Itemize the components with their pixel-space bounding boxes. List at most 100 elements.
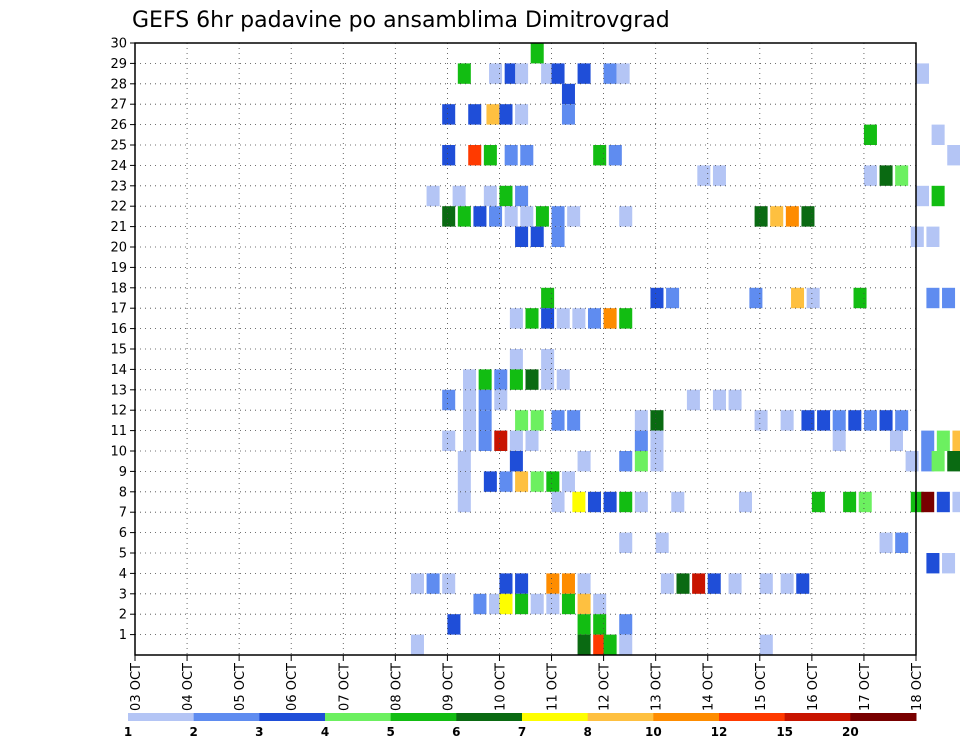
heatmap-cell [587, 308, 601, 329]
y-tick-label: 25 [110, 139, 127, 154]
heatmap-cell [442, 104, 456, 125]
colorbar-label: 15 [776, 725, 793, 739]
colorbar: 1 2 3 4 5 6 7 8 10 12 15 20 [124, 713, 917, 739]
y-tick-label: 29 [110, 57, 127, 72]
heatmap-cell [728, 573, 742, 594]
heatmap-cell [780, 573, 794, 594]
y-tick-label: 5 [119, 547, 127, 562]
heatmap-cell [494, 430, 508, 451]
heatmap-cell [520, 145, 534, 166]
heatmap-cell [442, 206, 456, 227]
heatmap-cell [895, 532, 909, 553]
heatmap-cell [509, 308, 523, 329]
heatmap-cell [457, 206, 471, 227]
colorbar-swatch [456, 713, 523, 721]
heatmap-cell [650, 410, 664, 431]
heatmap-cell [806, 287, 820, 309]
heatmap-cell [572, 308, 586, 329]
y-tick-label: 3 [119, 587, 127, 602]
colorbar-swatch [259, 713, 326, 721]
heatmap-cell [593, 145, 607, 166]
heatmap-cell [608, 145, 622, 166]
y-tick-label: 10 [110, 445, 127, 460]
x-tick-label: 12 OCT [598, 663, 613, 711]
heatmap-cell [515, 410, 529, 431]
heatmap-cell [504, 63, 518, 84]
heatmap-cell [910, 491, 924, 513]
y-tick-label: 11 [110, 424, 127, 439]
heatmap-cell [801, 410, 815, 431]
heatmap-cell [515, 573, 529, 594]
y-tick-label: 14 [110, 363, 127, 378]
x-tick-label: 10 OCT [493, 663, 508, 711]
y-tick-label: 7 [119, 506, 127, 521]
heatmap-cell [817, 410, 831, 431]
heatmap-cell [931, 124, 945, 145]
heatmap-cell [520, 206, 534, 227]
heatmap-cell [921, 430, 935, 451]
x-tick-label: 15 OCT [754, 663, 769, 711]
y-axis: 1234567891011121314151617181920212223242… [110, 37, 135, 643]
heatmap-cell [473, 593, 487, 615]
heatmap-cell [551, 491, 565, 513]
heatmap-cell [489, 63, 503, 84]
heatmap-cell [494, 369, 508, 390]
x-axis: 03 OCT 04 OCT 05 OCT 06 OCT 07 OCT 08 OCT 09 O… [129, 655, 925, 711]
heatmap-cell [546, 573, 560, 594]
y-tick-label: 17 [110, 302, 127, 317]
y-tick-label: 8 [119, 485, 127, 500]
y-tick-label: 1 [119, 628, 127, 643]
heatmap-cell [738, 491, 752, 513]
heatmap-cell [457, 63, 471, 84]
heatmap-cell [759, 634, 773, 655]
heatmap-cell [478, 410, 492, 431]
heatmap-cell [577, 614, 591, 635]
y-tick-label: 15 [110, 343, 127, 358]
heatmap-cell [499, 593, 513, 615]
heatmap-cell [593, 593, 607, 615]
heatmap-cell [509, 369, 523, 390]
colorbar-swatch [653, 713, 720, 721]
heatmap-cell [655, 532, 669, 553]
x-tick-label: 05 OCT [233, 663, 248, 711]
heatmap-cell [707, 573, 721, 594]
heatmap-cell [910, 226, 924, 247]
x-tick-label: 06 OCT [285, 663, 300, 711]
heatmap-cell [577, 63, 591, 84]
heatmap-cell [650, 451, 664, 472]
heatmap-cell [561, 593, 575, 615]
heatmap-cell [499, 104, 513, 125]
heatmap-cell [468, 104, 482, 125]
heatmap-cell [936, 430, 950, 451]
heatmap-cell [551, 206, 565, 227]
grid-lines [135, 43, 916, 655]
y-tick-label: 22 [110, 200, 127, 215]
heatmap-cell [754, 206, 768, 227]
heatmap-cell [556, 308, 570, 329]
heatmap-cell [473, 206, 487, 227]
heatmap-cell [634, 491, 648, 513]
heatmap-cell [525, 430, 539, 451]
heatmap-cell [931, 451, 945, 472]
heatmap-cell [926, 287, 940, 309]
y-tick-label: 26 [110, 118, 127, 133]
heatmap-cell [947, 451, 960, 472]
heatmap-cell [515, 226, 529, 247]
heatmap-cell [452, 185, 466, 207]
heatmap-cell [916, 63, 930, 84]
heatmap-cell [754, 410, 768, 431]
heatmap-cell [619, 206, 633, 227]
heatmap-cell [509, 430, 523, 451]
heatmap-cell [666, 287, 680, 309]
heatmap-cell [515, 104, 529, 125]
colorbar-swatch [193, 713, 260, 721]
y-tick-label: 28 [110, 77, 127, 92]
colorbar-swatch [784, 713, 851, 721]
heatmap-cell [515, 471, 529, 492]
colorbar-label: 10 [645, 725, 662, 739]
heatmap-cell [947, 145, 960, 166]
heatmap-cell [863, 124, 877, 145]
y-tick-label: 12 [110, 404, 127, 419]
heatmap-cell [515, 185, 529, 207]
